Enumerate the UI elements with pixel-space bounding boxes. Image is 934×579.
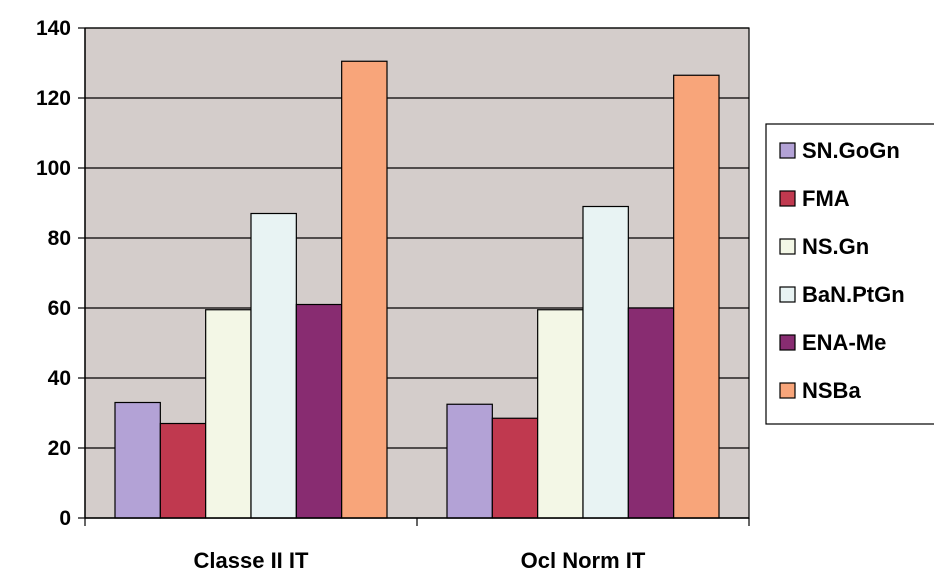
y-tick-label: 0 (59, 507, 71, 530)
legend-box (765, 123, 934, 425)
y-axis-ticks: 0 20 40 60 80 100 120 140 (36, 17, 85, 530)
bar-ban-ptgn-1 (250, 212, 297, 519)
bars (114, 60, 720, 519)
y-tick-label: 100 (36, 157, 71, 180)
legend: SN.GoGn FMA NS.Gn BaN.PtGn ENA-Me NSBa (765, 123, 934, 425)
legend-swatch (779, 238, 796, 255)
bar-ena-me-1 (295, 303, 343, 519)
bar-ns-gn-2 (537, 309, 584, 519)
x-axis-labels: Classe II IT Ocl Norm IT (194, 548, 646, 573)
bar-sn-gogn-1 (114, 401, 161, 519)
bar-ns-gn-1 (205, 309, 252, 519)
bar-fma-1 (159, 422, 207, 519)
legend-label: NS.Gn (802, 234, 869, 259)
bar-nsba-2 (673, 74, 720, 519)
x-category-label: Ocl Norm IT (521, 548, 646, 573)
bar-ban-ptgn-2 (582, 205, 629, 519)
y-tick-label: 80 (48, 227, 71, 250)
axes (84, 28, 750, 526)
bar-fma-2 (491, 417, 539, 519)
legend-swatch (779, 382, 796, 399)
legend-label: ENA-Me (802, 330, 886, 355)
bar-ena-me-2 (627, 307, 675, 519)
legend-label: FMA (802, 186, 850, 211)
bar-nsba-1 (341, 60, 388, 519)
legend-label: BaN.PtGn (802, 282, 905, 307)
y-tick-label: 20 (48, 437, 71, 460)
legend-swatch (779, 334, 796, 351)
legend-swatch (779, 286, 796, 303)
bar-sn-gogn-2 (446, 403, 493, 519)
y-tick-label: 60 (48, 297, 71, 320)
legend-label: SN.GoGn (802, 138, 900, 163)
y-tick-label: 40 (48, 367, 71, 390)
legend-swatch (779, 142, 796, 159)
legend-label: NSBa (802, 378, 861, 403)
y-tick-label: 140 (36, 17, 71, 40)
legend-swatch (779, 190, 796, 207)
y-tick-label: 120 (36, 87, 71, 110)
x-category-label: Classe II IT (194, 548, 310, 573)
